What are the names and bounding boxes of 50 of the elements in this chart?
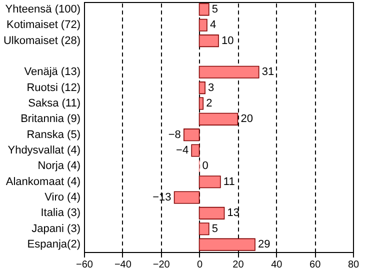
- y-tick-label: Alankomaat (4): [6, 176, 80, 188]
- bar: [198, 238, 256, 251]
- data-label: 20: [240, 113, 253, 126]
- data-label: 0: [202, 160, 208, 172]
- bar: [184, 128, 200, 142]
- y-tick-label: Kotimaiset (72): [6, 19, 80, 32]
- x-tick-label: 80: [348, 260, 360, 270]
- data-label: 5: [212, 222, 218, 235]
- data-label: 2: [206, 97, 212, 110]
- bar: [191, 144, 200, 157]
- y-tick-label: Italia (3): [40, 207, 80, 220]
- x-tick-label: −40: [114, 260, 132, 270]
- bar: [198, 206, 225, 220]
- data-label: −8: [168, 128, 181, 141]
- data-label: −4: [176, 144, 189, 157]
- bar: [198, 82, 206, 94]
- bar: [198, 18, 208, 32]
- y-tick-label: Venäjä (13): [24, 66, 80, 78]
- y-tick-label: Yhdysvallat (4): [8, 144, 80, 157]
- y-tick-label: Ranska (5): [26, 128, 80, 141]
- bar: [198, 97, 204, 110]
- x-tick-label: 0: [197, 260, 204, 270]
- x-tick-label: 60: [310, 260, 322, 270]
- data-label: 29: [258, 238, 270, 251]
- bar: [198, 3, 210, 16]
- y-tick-label: Ulkomaiset (28): [3, 34, 80, 47]
- y-tick-label: Saksa (11): [28, 97, 80, 110]
- y-tick-label: Viro (4): [44, 192, 80, 204]
- data-label: 5: [212, 3, 218, 16]
- data-label: 11: [223, 176, 235, 188]
- bar: [198, 222, 210, 236]
- bar: [198, 176, 221, 188]
- y-tick-label: Ruotsi (12): [26, 82, 80, 94]
- y-tick-label: Japani (3): [32, 222, 80, 235]
- x-tick-label: 40: [271, 260, 283, 270]
- y-tick-label: Espanja(2): [27, 238, 80, 251]
- data-label: 4: [210, 19, 216, 32]
- x-tick-label: −60: [76, 260, 94, 270]
- bar: [198, 112, 238, 126]
- data-label: 3: [208, 82, 214, 94]
- data-label: 31: [262, 66, 274, 78]
- bar: [198, 66, 260, 78]
- bar: [198, 34, 219, 48]
- y-tick-label: Yhteensä (100): [5, 3, 80, 16]
- x-tick-label: −20: [152, 260, 170, 270]
- x-tick-label: 20: [232, 260, 244, 270]
- data-label: 10: [222, 34, 234, 47]
- bar: [174, 191, 200, 204]
- y-tick-label: Norja (4): [38, 160, 80, 172]
- y-tick-label: Britannia (9): [20, 113, 80, 126]
